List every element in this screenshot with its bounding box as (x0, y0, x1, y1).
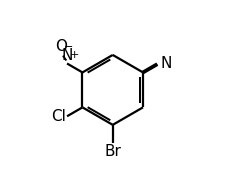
Text: N: N (61, 48, 72, 63)
Text: +: + (69, 51, 79, 61)
Text: Cl: Cl (51, 109, 66, 124)
Text: O: O (55, 39, 67, 54)
Text: −: − (64, 42, 73, 52)
Text: N: N (160, 56, 171, 71)
Text: Br: Br (104, 144, 121, 159)
